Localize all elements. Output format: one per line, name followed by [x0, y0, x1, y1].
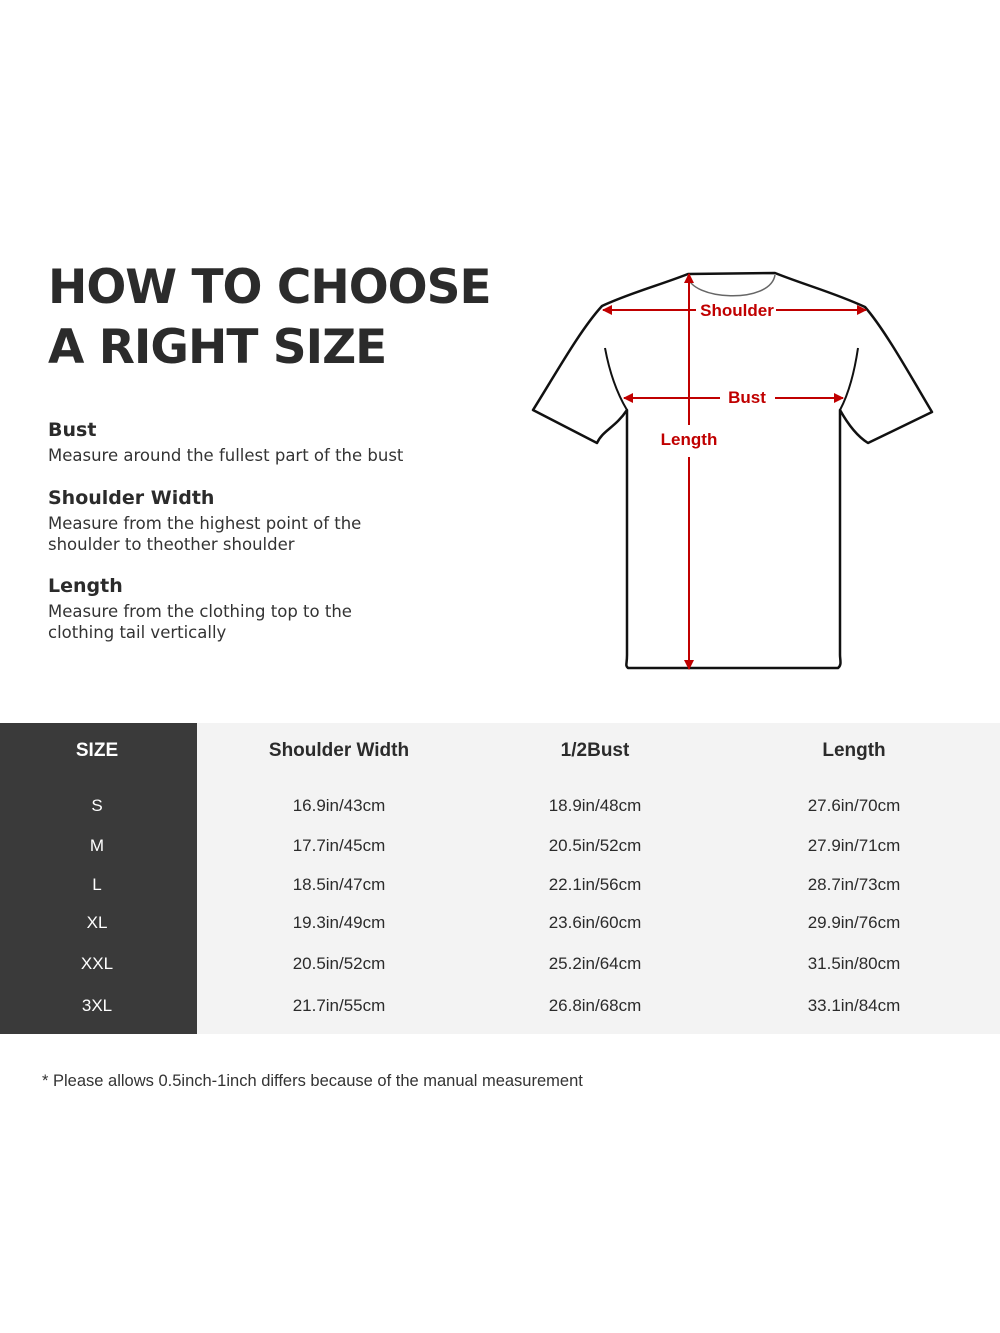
- cell-length: 27.6in/70cm: [807, 796, 901, 815]
- cell-size: XXL: [80, 954, 114, 973]
- title-line-2: A RIGHT SIZE: [48, 320, 387, 375]
- size-column: [0, 723, 197, 1034]
- page-title: HOW TO CHOOSE A RIGHT SIZE: [48, 258, 492, 378]
- cell-half-bust: 25.2in/64cm: [548, 954, 642, 973]
- cell-shoulder-width: 19.3in/49cm: [292, 913, 386, 932]
- cell-size: L: [92, 875, 102, 894]
- tshirt-diagram: Shoulder Bust Length: [531, 271, 934, 670]
- cell-shoulder-width: 18.5in/47cm: [292, 875, 386, 894]
- cell-half-bust: 26.8in/68cm: [548, 996, 642, 1015]
- cell-length: 27.9in/71cm: [807, 836, 901, 855]
- cell-shoulder-width: 17.7in/45cm: [292, 836, 386, 855]
- cell-length: 28.7in/73cm: [807, 875, 901, 894]
- definition-description: Measure around the fullest part of the b…: [48, 446, 404, 465]
- definition-term: Length: [48, 575, 123, 597]
- cell-length: 33.1in/84cm: [807, 996, 901, 1015]
- definition-shoulder-width: Shoulder Width Measure from the highest …: [48, 485, 388, 555]
- title-line-1: HOW TO CHOOSE: [48, 260, 492, 315]
- header-half-bust: 1/2Bust: [560, 740, 630, 761]
- cell-size: XL: [86, 913, 108, 932]
- length-label: Length: [661, 430, 718, 449]
- cell-size: M: [89, 836, 105, 855]
- cell-half-bust: 22.1in/56cm: [548, 875, 642, 894]
- cell-length: 29.9in/76cm: [807, 913, 901, 932]
- definition-bust: Bust Measure around the fullest part of …: [48, 417, 448, 466]
- cell-shoulder-width: 20.5in/52cm: [292, 954, 386, 973]
- cell-shoulder-width: 21.7in/55cm: [292, 996, 386, 1015]
- header-length: Length: [822, 740, 886, 761]
- tshirt-outline: [531, 271, 934, 670]
- measurement-note: * Please allows 0.5inch-1inch differs be…: [42, 1072, 583, 1090]
- definition-term: Shoulder Width: [48, 487, 215, 509]
- cell-shoulder-width: 16.9in/43cm: [292, 796, 386, 815]
- cell-half-bust: 18.9in/48cm: [548, 796, 642, 815]
- definition-term: Bust: [48, 419, 97, 441]
- bust-label: Bust: [728, 388, 766, 407]
- shoulder-label: Shoulder: [700, 301, 774, 320]
- cell-size: 3XL: [81, 996, 113, 1015]
- measure-lines: [602, 273, 867, 670]
- cell-half-bust: 23.6in/60cm: [548, 913, 642, 932]
- size-table: SIZE Shoulder Width 1/2Bust Length S 16.9in/4…: [0, 723, 1000, 1034]
- definition-length: Length Measure from the clothing top to …: [48, 573, 378, 643]
- cell-size: S: [91, 796, 103, 815]
- definition-description: Measure from the highest point of the sh…: [48, 514, 362, 554]
- header-size: SIZE: [75, 740, 119, 761]
- header-shoulder-width: Shoulder Width: [268, 740, 410, 761]
- definition-description: Measure from the clothing top to the clo…: [48, 602, 352, 642]
- cell-length: 31.5in/80cm: [807, 954, 901, 973]
- cell-half-bust: 20.5in/52cm: [548, 836, 642, 855]
